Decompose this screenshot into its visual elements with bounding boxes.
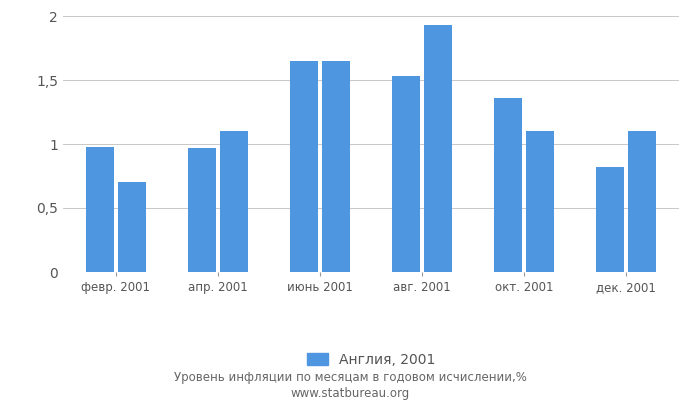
Bar [391,76,420,272]
Bar [596,167,624,272]
Bar [526,131,554,272]
Bar [188,148,216,272]
Bar [628,131,657,272]
Text: www.statbureau.org: www.statbureau.org [290,388,410,400]
Bar [290,61,318,272]
Legend: Англия, 2001: Англия, 2001 [301,348,441,372]
Bar [118,182,146,272]
Bar [424,25,452,272]
Text: Уровень инфляции по месяцам в годовом исчислении,%: Уровень инфляции по месяцам в годовом ис… [174,372,526,384]
Bar [85,146,114,272]
Bar [220,131,248,272]
Bar [494,98,522,272]
Bar [322,61,351,272]
